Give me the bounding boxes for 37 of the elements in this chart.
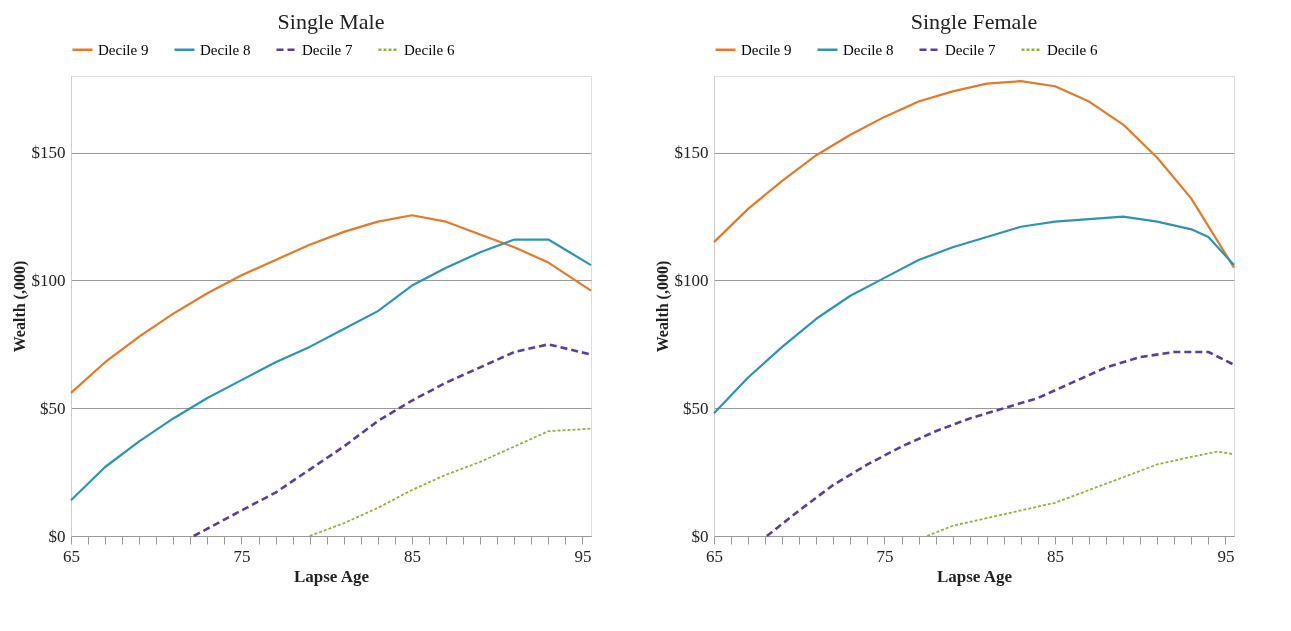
line-series [712,215,1236,415]
legend-label: Decile 8 [200,41,251,58]
x-tick-label: 65 [63,546,80,566]
x-axis-title: Lapse Age [936,566,1013,586]
legend-label: Decile 8 [843,41,894,58]
x-tick-label: 95 [1217,546,1235,566]
y-tick-label: $150 [31,143,66,163]
legend-label: Decile 7 [302,41,353,58]
x-tick-label: 85 [1046,546,1064,566]
y-tick-label: $0 [48,526,66,546]
y-tick-label: $150 [674,143,709,163]
x-tick-label: 75 [233,546,251,566]
legend-label: Decile 6 [1047,41,1098,58]
y-tick-label: $50 [40,398,66,418]
y-tick-label: $100 [674,270,709,290]
x-tick-label: 75 [876,546,894,566]
line-series [765,350,1236,538]
legend-label: Decile 9 [98,41,149,58]
x-tick-label: 65 [706,546,723,566]
chart-title: Single Female [910,9,1038,34]
y-tick-label: $0 [691,526,709,546]
line-series [69,214,593,394]
line-series [926,450,1235,537]
line-series [712,80,1236,269]
legend-label: Decile 9 [741,41,792,58]
line-series [308,427,592,537]
y-axis-title: Wealth (,000) [653,260,672,353]
y-tick-label: $100 [31,270,66,290]
legend-label: Decile 7 [945,41,996,58]
x-tick-label: 85 [403,546,421,566]
y-axis-title: Wealth (,000) [10,260,29,353]
chart-title: Single Male [277,9,385,34]
y-tick-label: $50 [683,398,709,418]
legend-label: Decile 6 [404,41,455,58]
x-tick-label: 95 [574,546,592,566]
line-series [69,238,593,502]
x-axis-title: Lapse Age [293,566,370,586]
